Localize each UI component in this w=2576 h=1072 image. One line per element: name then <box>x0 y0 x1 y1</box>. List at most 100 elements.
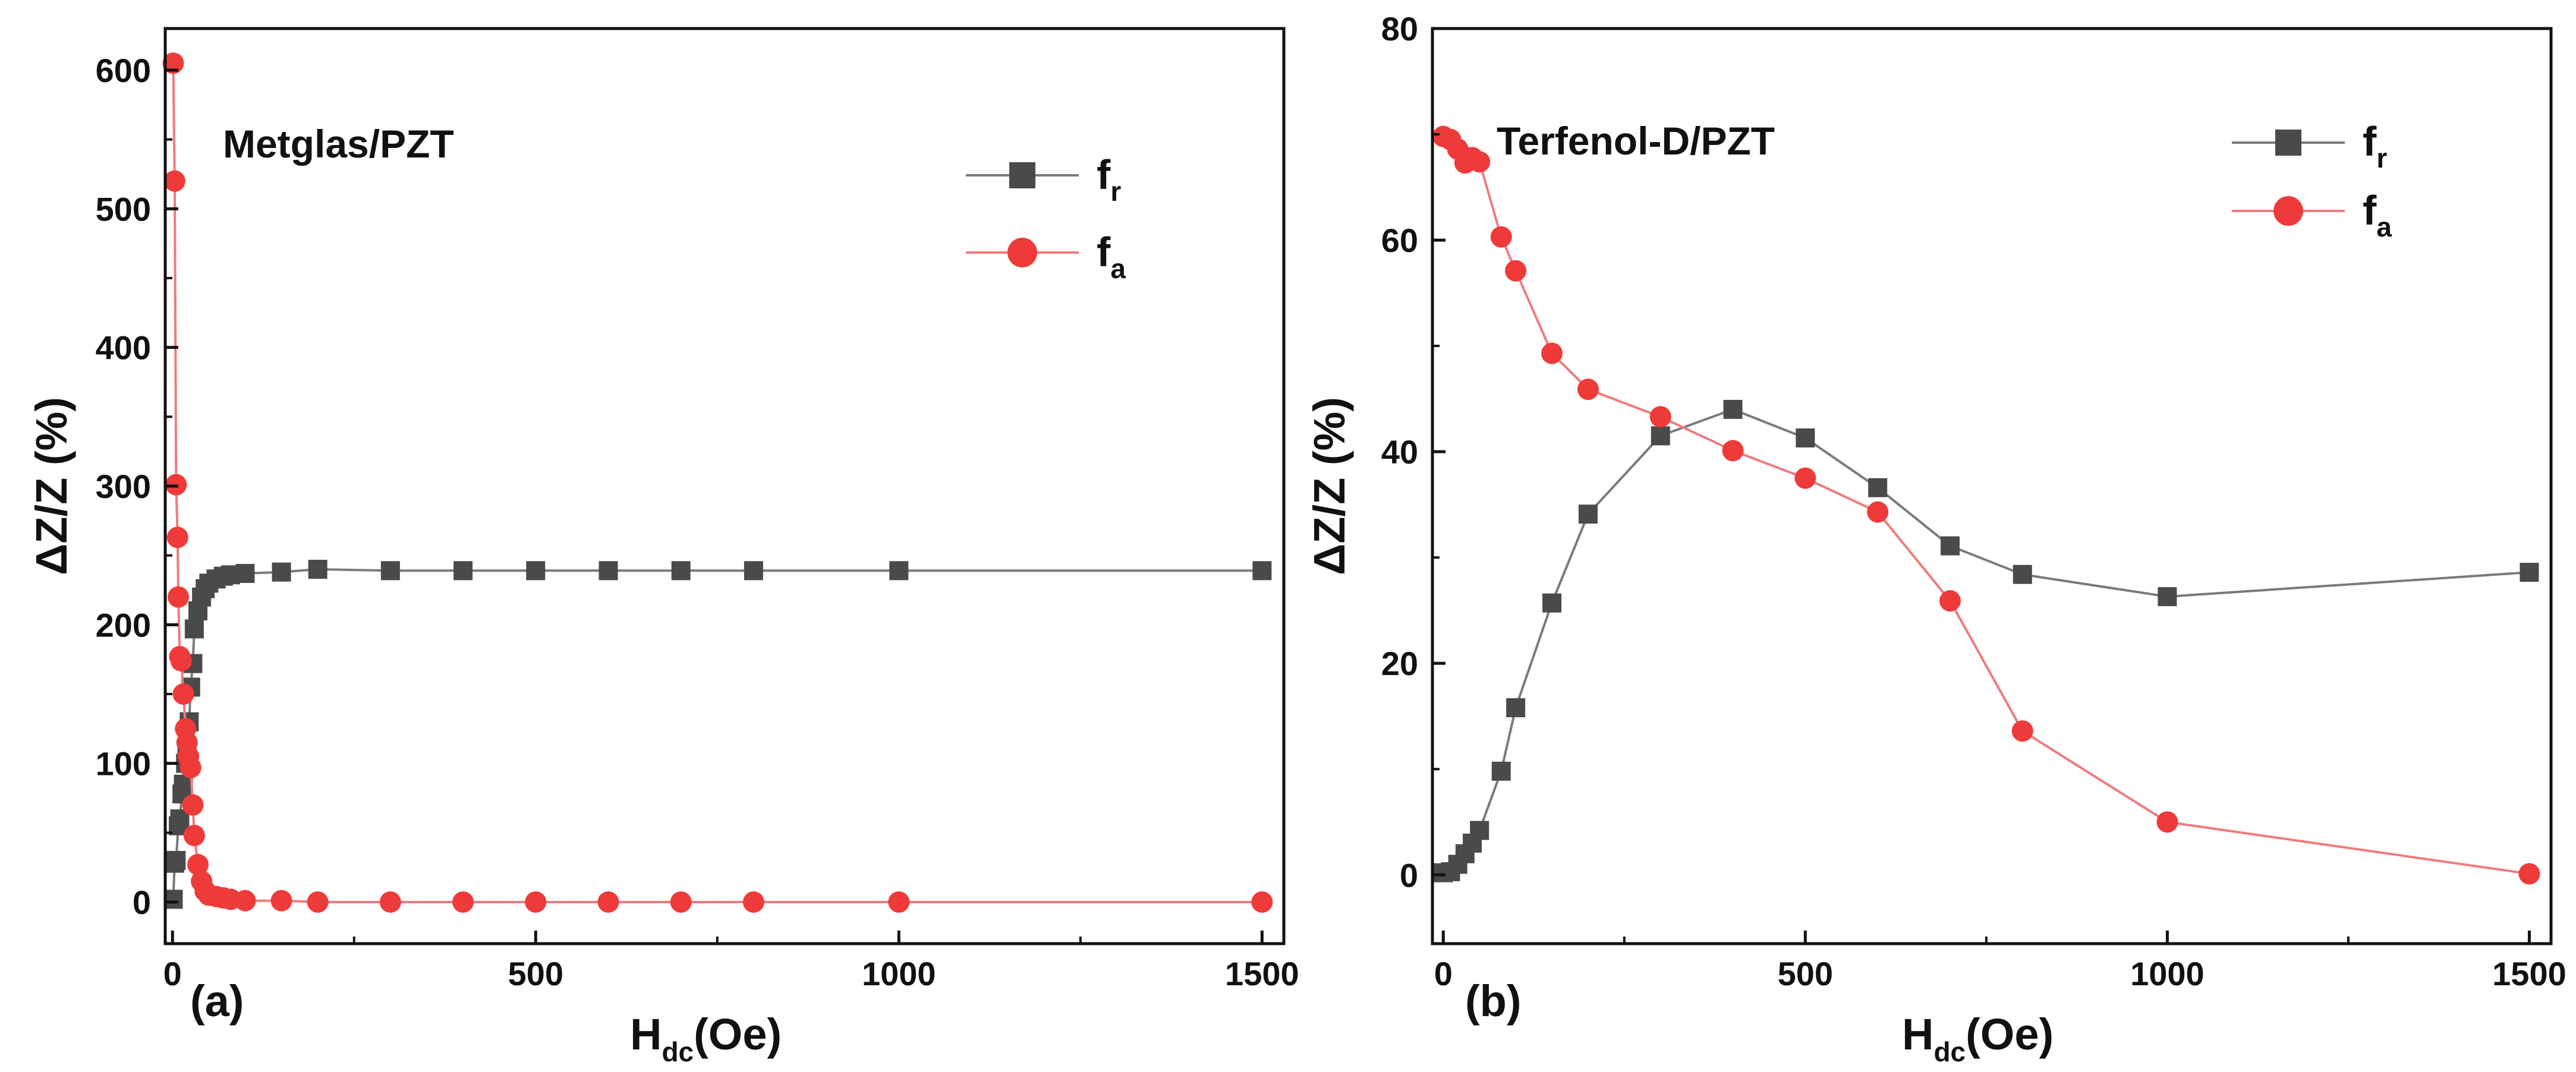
panel-a-y-tick-label-600: 600 <box>96 52 151 89</box>
panel-b-ticks: 0 500 1000 1500 0 20 40 60 80 <box>1381 10 2566 992</box>
panel-a-series-fr-point <box>1252 561 1272 581</box>
panel-b-y-tick-label-0: 0 <box>1400 856 1418 894</box>
panel-b-title: Terfenol-D/PZT <box>1497 119 1775 163</box>
panel-b-x-tick-label-500: 500 <box>1778 955 1833 992</box>
panel-a-series-fa-point <box>179 756 201 778</box>
panel-b-series-fa-point <box>1469 151 1491 173</box>
panel-a-y-tick-label-500: 500 <box>96 190 151 228</box>
panel-b-legend-fr-marker <box>2275 130 2301 156</box>
panel-b-series-fr-point <box>1651 426 1670 446</box>
panel-a-series-fa-point <box>234 890 256 912</box>
panel-a-legend-fr-marker <box>1009 162 1035 188</box>
panel-a-series-fa-point <box>166 526 188 548</box>
panel-a-series-fr-point <box>163 890 183 909</box>
panel-a-series-fa-point <box>170 650 192 671</box>
panel-b-legend-fa-main: f <box>2363 187 2377 234</box>
panel-b-legend-fa-marker <box>2273 196 2303 226</box>
panel-a-series-fr-point <box>454 561 473 581</box>
panel-a-legend-fr-sub: r <box>1110 176 1121 207</box>
panel-b-legend-fa-sub: a <box>2376 212 2392 242</box>
panel-a-y-tick-label-300: 300 <box>96 468 151 505</box>
panel-a-x-axis-title-main: H <box>630 1010 662 1059</box>
panel-a-series-fr-point <box>889 561 909 581</box>
panel-b-series-fa-point <box>1490 226 1512 248</box>
panel-a-series-fa-point <box>172 683 194 705</box>
panel-a-y-axis-title: ΔZ/Z (%) <box>27 397 76 575</box>
panel-b-series-fr-point <box>1796 428 1815 447</box>
panel-a-series-fr-point <box>744 561 763 581</box>
panel-b-series-fr-point <box>1491 761 1511 781</box>
panel-a-legend: fr fa <box>966 152 1126 284</box>
panel-a-series-fa-point <box>379 891 401 913</box>
panel-a-series-fa-point <box>888 891 910 913</box>
panel-b-series-fr-point <box>1578 505 1598 524</box>
panel-a-series-fa-point <box>187 854 209 875</box>
panel-a-legend-fr-main: f <box>1097 152 1111 198</box>
panel-a-x-axis-title: Hdc(Oe) <box>630 1010 782 1067</box>
panel-b-plot-area <box>1432 125 2540 885</box>
panel-b-frame <box>1431 27 2553 945</box>
panel-a-x-tick-label-1500: 1500 <box>1225 955 1299 992</box>
panel-b-x-axis-title-unit: (Oe) <box>1966 1010 2054 1059</box>
panel-b-y-tick-label-80: 80 <box>1381 10 1418 48</box>
panel-a-series-fa-point <box>670 891 692 913</box>
panel-a-legend-fa-marker <box>1007 238 1037 267</box>
panel-a-series-fr-point <box>272 562 291 582</box>
panel-a-metglas-pzt: 0 500 1000 1500 0 100 200 300 400 500 600 Metglas/… <box>27 27 1299 1067</box>
panel-b-series-fr-point <box>1542 593 1561 613</box>
panel-a-title: Metglas/PZT <box>223 122 454 166</box>
panel-b-series-fr-point <box>1470 821 1489 840</box>
panel-a-series-fa-point <box>1251 891 1273 913</box>
panel-a-x-tick-label-500: 500 <box>508 955 563 992</box>
panel-b-legend-fr-sub: r <box>2376 143 2387 174</box>
panel-b-legend-fa-label: fa <box>2363 187 2392 242</box>
panel-a-series-fa-point <box>307 891 329 913</box>
panel-a-series-fa-point <box>525 891 547 913</box>
panel-a-label: (a) <box>190 976 244 1026</box>
panel-b-series-fa-point <box>2518 863 2540 885</box>
panel-a-y-tick-label-200: 200 <box>96 606 151 644</box>
panel-b-series-fr-point <box>1723 399 1743 419</box>
panel-a-y-tick-label-100: 100 <box>96 745 151 783</box>
panel-b-x-tick-label-0: 0 <box>1434 955 1453 992</box>
panel-a-legend-fa-sub: a <box>1110 253 1126 284</box>
panel-a-series-fa-point <box>162 52 184 74</box>
panel-b-x-axis-title-sub: dc <box>1933 1036 1966 1067</box>
panel-b-x-tick-label-1000: 1000 <box>2130 955 2205 992</box>
panel-b-y-axis-title: ΔZ/Z (%) <box>1305 397 1354 575</box>
panel-b-series-fa-point <box>1649 406 1671 428</box>
panel-a-series-fr-point <box>235 564 255 583</box>
panel-a-series-fr-point <box>308 560 327 579</box>
panel-b-series-fa-point <box>2156 811 2178 833</box>
panel-b-label: (b) <box>1465 976 1522 1026</box>
panel-b-series-fa-point <box>1541 342 1563 364</box>
panel-b-series-fr-point <box>2520 563 2539 582</box>
panel-a-ticks: 0 500 1000 1500 0 100 200 300 400 500 600 <box>96 52 1299 992</box>
panel-b-legend-fa: fa <box>2232 187 2392 242</box>
panel-b-y-tick-label-60: 60 <box>1381 222 1418 259</box>
panel-a-x-tick-label-1000: 1000 <box>862 955 936 992</box>
panel-a-series-fa-point <box>597 891 619 913</box>
panel-b-series-fa-point <box>1867 501 1889 523</box>
panel-b-y-tick-label-20: 20 <box>1381 645 1418 682</box>
panel-b-series-fr-point <box>2158 587 2177 607</box>
panel-a-series-fa-point <box>742 891 764 913</box>
panel-b-series-fr-point <box>2013 565 2032 584</box>
panel-b-series-fa-point <box>1722 440 1744 462</box>
panel-a-legend-fa: fa <box>966 229 1126 284</box>
panel-b-series-fa-point <box>1939 590 1961 612</box>
panel-a-series-fr-point <box>184 619 204 639</box>
panel-a-series-fr-point <box>671 561 691 581</box>
panel-a-legend-fr-label: fr <box>1097 152 1121 207</box>
panel-a-x-tick-label-0: 0 <box>163 955 182 992</box>
panel-a-y-tick-label-0: 0 <box>133 884 151 921</box>
panel-a-plot-area <box>162 52 1273 913</box>
panel-a-series-fa-point <box>183 825 205 846</box>
panel-b-series-fa-point <box>1577 379 1599 401</box>
panel-b-x-tick-label-1500: 1500 <box>2492 955 2566 992</box>
panel-b-legend-fr-label: fr <box>2363 118 2387 174</box>
panel-a-series-fa-point <box>452 891 474 913</box>
panel-a-series-fa-point <box>270 890 292 912</box>
